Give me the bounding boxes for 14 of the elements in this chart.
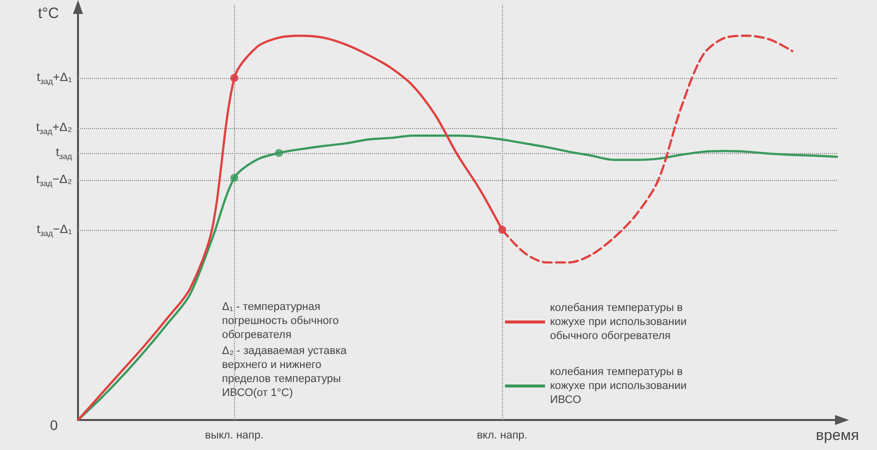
- ref-line-label: t$_{зад}$+Δ₁: [36, 70, 72, 86]
- y-axis-title: t°C: [38, 5, 60, 22]
- legend-label: колебания температуры в кожухе при использовании обычного обогревателя: [550, 302, 690, 342]
- ref-line-label: t$_{зад}$: [56, 144, 72, 162]
- annotation: Δ₁ - температурная погрешность обычного обогревателя: [222, 301, 342, 341]
- annotation: Δ₂ - задаваемая уставка верхнего и нижнего пределов температуры ИВСО(от 1°C): [222, 345, 350, 399]
- ref-line-label: t$_{зад}$−Δ₁: [36, 222, 72, 238]
- ref-line-label: t$_{зад}$+Δ₂: [36, 120, 72, 136]
- ref-line-label: t$_{зад}$−Δ₂: [36, 172, 72, 188]
- legend-label: колебания температуры в кожухе при использовании ИВСО: [550, 366, 690, 406]
- x-axis-title: время: [816, 427, 860, 444]
- x-tick-label: вкл. напр.: [476, 430, 528, 442]
- x-tick-label: выкл. напр.: [204, 430, 264, 442]
- text: 0: [50, 417, 58, 433]
